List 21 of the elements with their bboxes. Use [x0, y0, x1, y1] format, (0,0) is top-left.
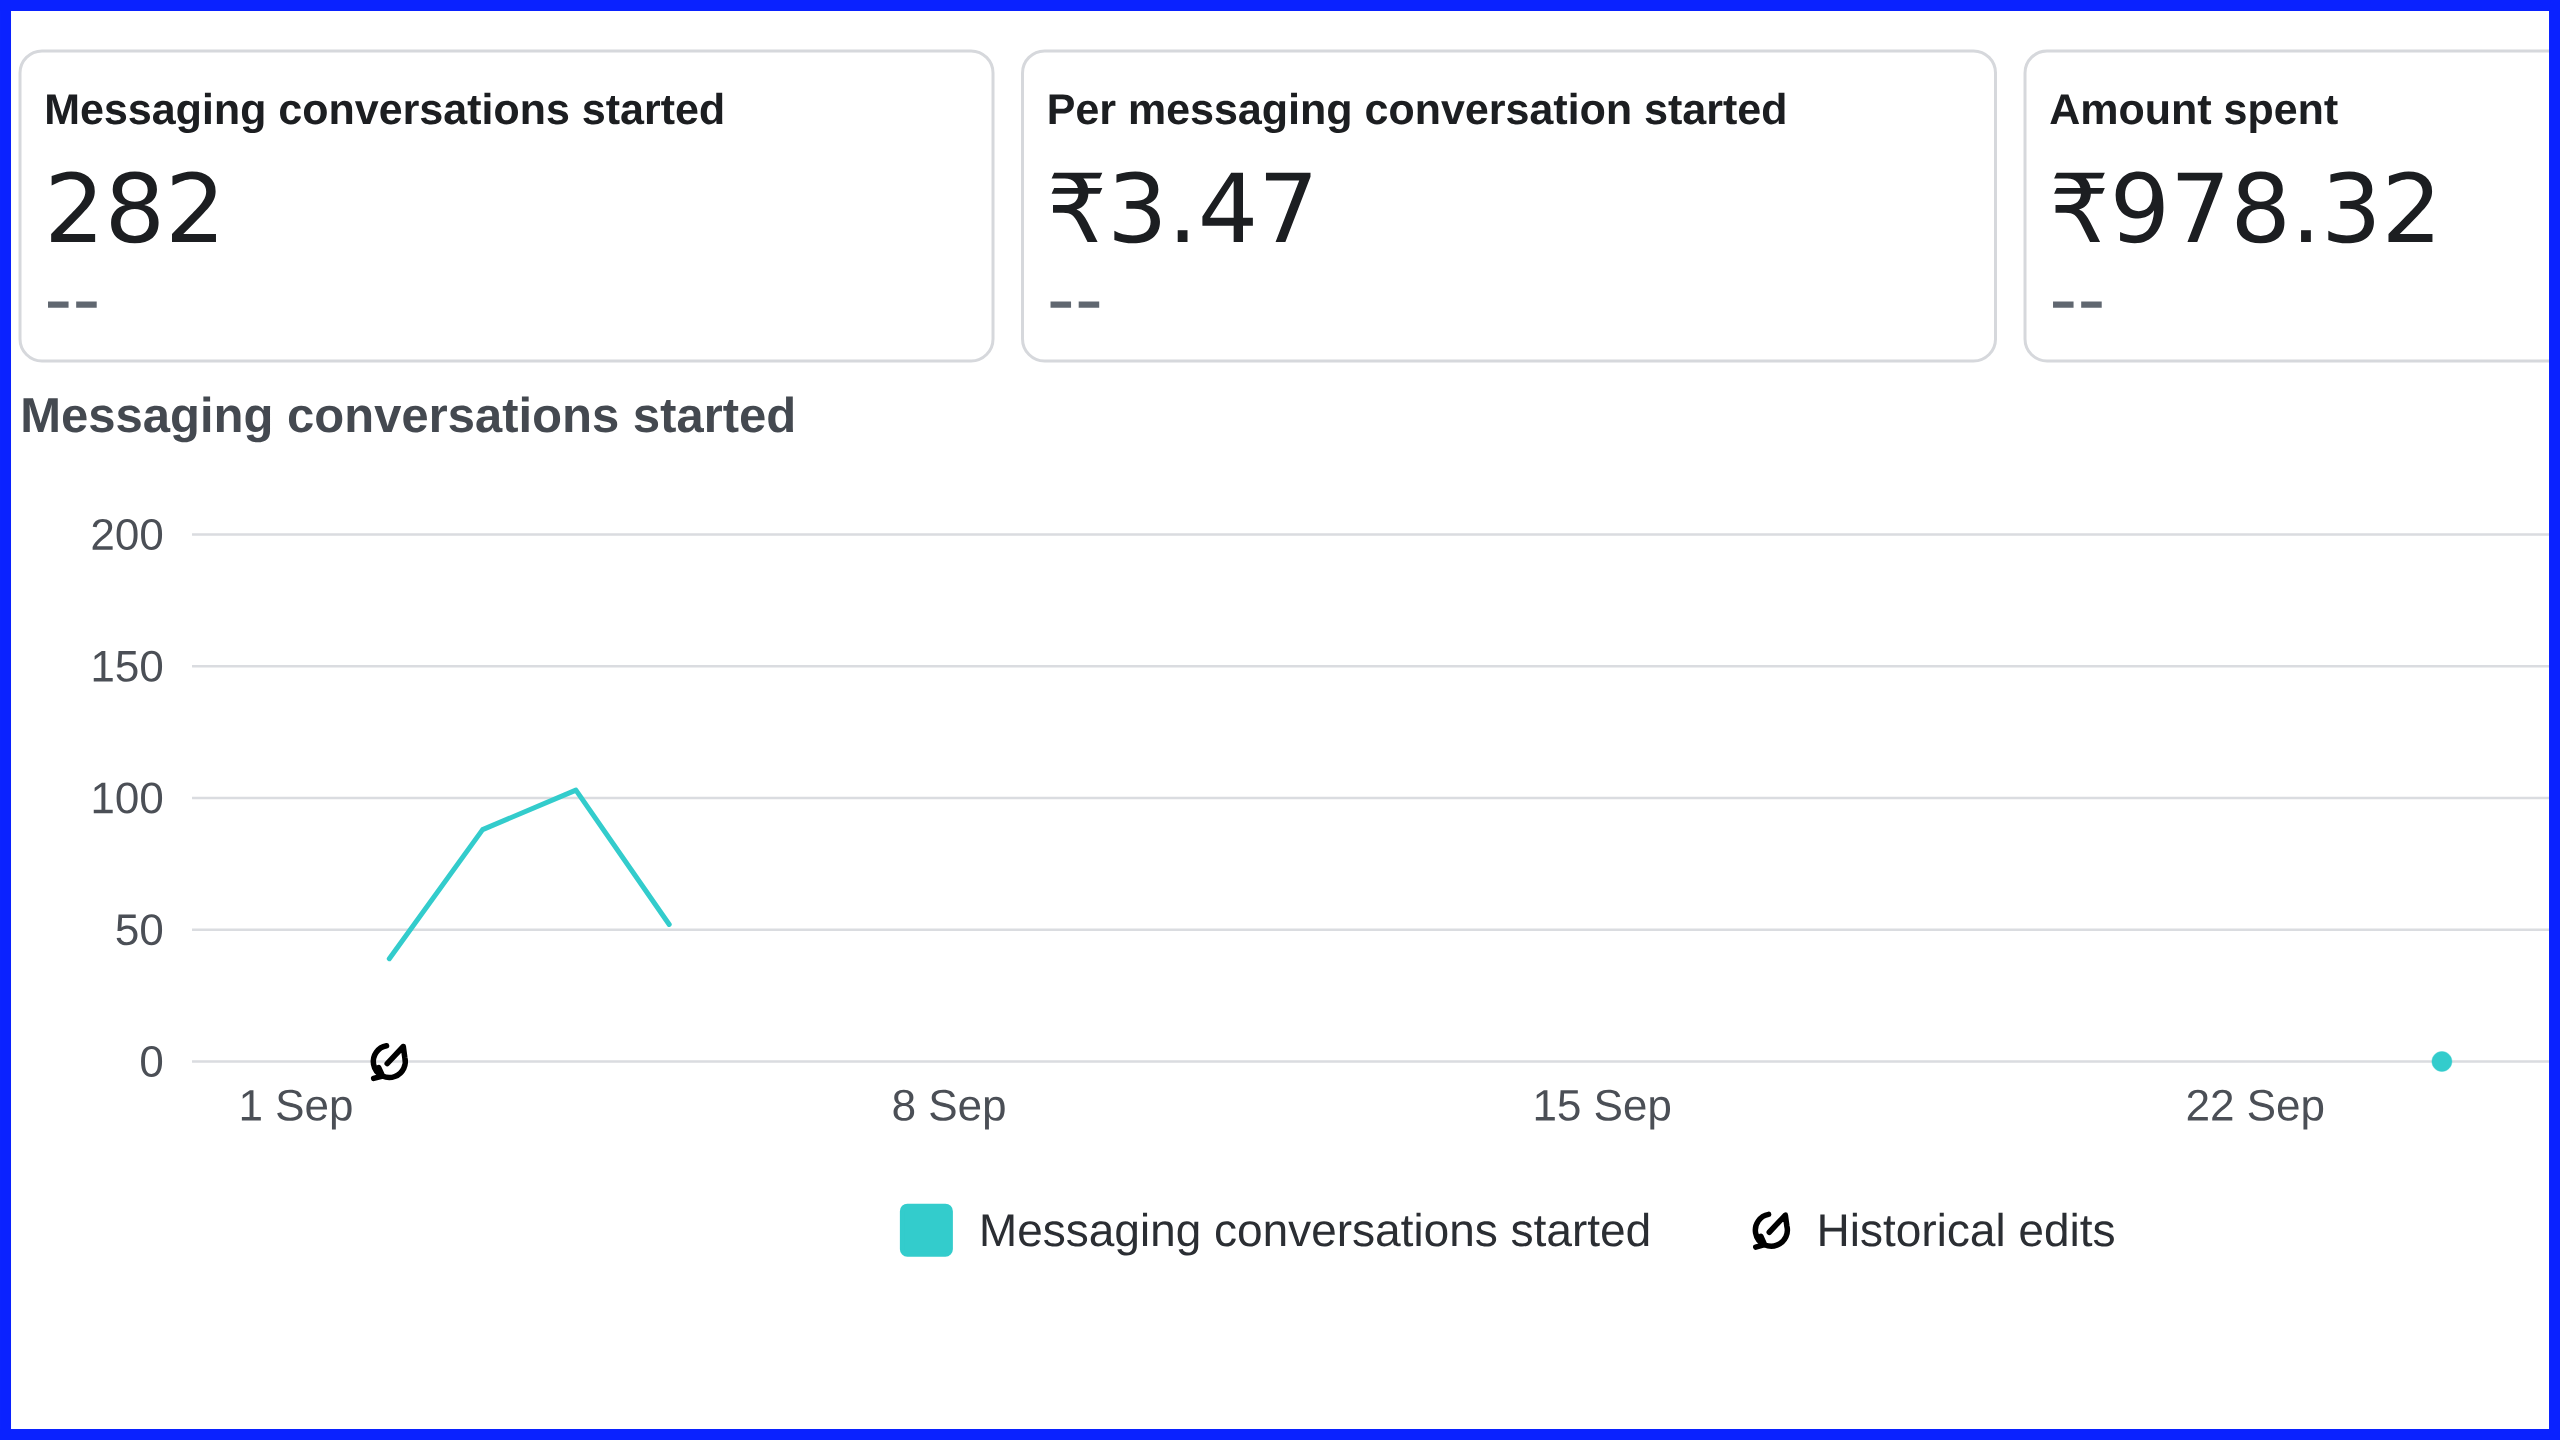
- x-tick-label: 1 Sep: [241, 1089, 352, 1130]
- text: --: [1050, 301, 1100, 308]
- y-tick-label: 200: [92, 518, 163, 551]
- x-tick-label: 8 Sep: [893, 1089, 1005, 1130]
- y-tick-label: 50: [116, 914, 163, 946]
- x-tick-label: 22 Sep: [2187, 1089, 2324, 1130]
- y-tick-label: 0: [141, 1045, 163, 1078]
- y-tick-label: 150: [93, 650, 163, 682]
- text: ₹3.47: [1051, 171, 1311, 244]
- text: Messaging conversations started: [47, 92, 723, 134]
- text: ₹978.32: [2054, 171, 2433, 244]
- legend-label: Messaging conversations started: [982, 1212, 1649, 1256]
- text: Amount spent: [2050, 94, 2338, 133]
- text: Per messaging conversation started: [1049, 92, 1785, 134]
- y-tick-label: 100: [93, 782, 163, 814]
- text: 282: [51, 171, 216, 244]
- chart-title: Messaging conversations started: [23, 396, 793, 443]
- text: --: [2053, 301, 2102, 308]
- legend-label: Historical edits: [1820, 1212, 2114, 1247]
- text: --: [48, 301, 97, 308]
- x-tick-label: 15 Sep: [1535, 1089, 1671, 1130]
